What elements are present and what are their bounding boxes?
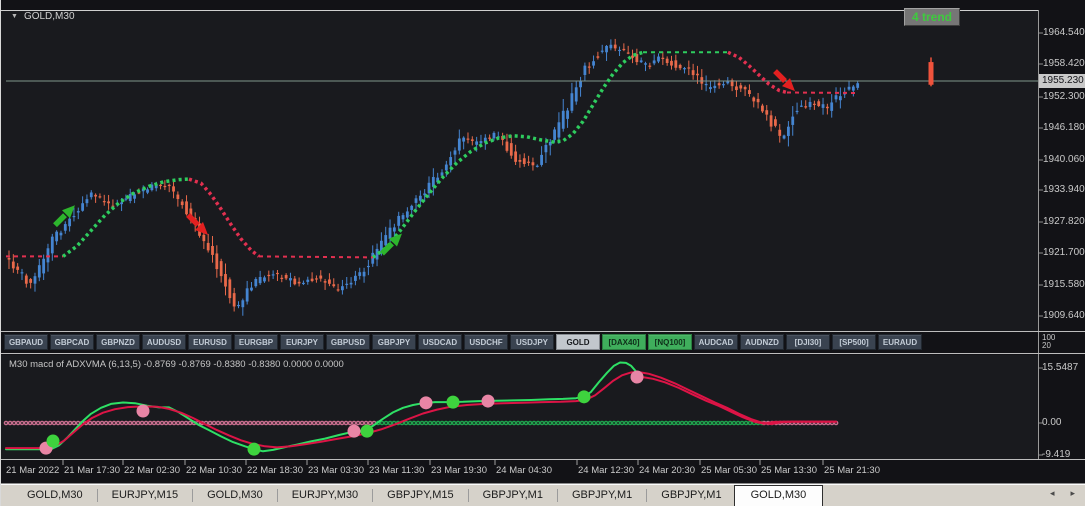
tab-separator xyxy=(646,489,648,502)
time-axis-label: 25 Mar 05:30 xyxy=(701,465,757,476)
chart-tab-gbpjpy-m1[interactable]: GBPJPY,M1 xyxy=(482,489,543,501)
chart-top-border xyxy=(1,10,1038,11)
tab-separator xyxy=(276,489,278,502)
symbol-tab-gbpaud[interactable]: GBPAUD xyxy=(4,334,48,350)
chart-symbol-timeframe: GOLD,M30 xyxy=(23,11,75,22)
chart-tab-eurjpy-m30[interactable]: EURJPY,M30 xyxy=(291,489,359,501)
price-axis-label: 1946.180 xyxy=(1043,122,1085,133)
indicator-axis-label: 0.00 xyxy=(1042,417,1062,428)
symbol-tab-eurusd[interactable]: EURUSD xyxy=(188,334,232,350)
indicator-axis-label: -9.419 xyxy=(1042,449,1071,460)
tab-separator xyxy=(372,489,374,502)
chart-tab-gold-m30-active[interactable]: GOLD,M30 xyxy=(733,485,824,506)
chart-tab-gbpjpy-m1[interactable]: GBPJPY,M1 xyxy=(661,489,722,501)
symbol-tab-gbpcad[interactable]: GBPCAD xyxy=(50,334,94,350)
time-axis-label: 25 Mar 21:30 xyxy=(824,465,880,476)
symbol-tab-eurjpy[interactable]: EURJPY xyxy=(280,334,324,350)
symbol-tab-sp500[interactable]: [SP500] xyxy=(832,334,876,350)
tab-separator xyxy=(556,489,558,502)
price-axis-border xyxy=(1038,10,1039,459)
chart-tab-gold-m30[interactable]: GOLD,M30 xyxy=(27,489,83,501)
price-axis-label: 1964.540 xyxy=(1043,27,1085,38)
chart-tab-bar: GOLD,M30 EURJPY,M15 GOLD,M30 EURJPY,M30 GBPJ… xyxy=(1,483,1085,506)
indicator-label: M30 macd of ADXVMA (6,13,5) -0.8769 -0.8… xyxy=(9,359,344,370)
time-axis-label: 22 Mar 10:30 xyxy=(186,465,242,476)
symbol-tab-usdjpy[interactable]: USDJPY xyxy=(510,334,554,350)
separator-below-symbol-bar[interactable] xyxy=(1,353,1085,354)
symbol-tab-gbpusd[interactable]: GBPUSD xyxy=(326,334,370,350)
symbol-tab-audcad[interactable]: AUDCAD xyxy=(694,334,738,350)
symbol-tab-usdcad[interactable]: USDCAD xyxy=(418,334,462,350)
chart-tab-gold-m30[interactable]: GOLD,M30 xyxy=(207,489,263,501)
symbol-tab-euraud[interactable]: EURAUD xyxy=(878,334,922,350)
price-axis-label: 1958.420 xyxy=(1043,58,1085,69)
time-axis-label: 23 Mar 19:30 xyxy=(431,465,487,476)
separator-below-indicator[interactable] xyxy=(1,459,1085,460)
symbol-tab-gbpnzd[interactable]: GBPNZD xyxy=(96,334,140,350)
time-axis-label: 24 Mar 20:30 xyxy=(639,465,695,476)
chart-title: ▼ GOLD,M30 xyxy=(11,11,75,22)
price-axis-label: 1927.820 xyxy=(1043,216,1085,227)
indicator-subscale-label: 20 xyxy=(1042,341,1051,350)
symbol-tab-dax40[interactable]: [DAX40] xyxy=(602,334,646,350)
chart-tab-eurjpy-m15[interactable]: EURJPY,M15 xyxy=(111,489,179,501)
price-axis-label: 1933.940 xyxy=(1043,184,1085,195)
time-axis-label: 22 Mar 18:30 xyxy=(247,465,303,476)
time-axis-label: 24 Mar 04:30 xyxy=(496,465,552,476)
symbol-tab-bar: GBPAUD GBPCAD GBPNZD AUDUSD EURUSD EURGBP EURJ… xyxy=(4,334,922,350)
separator-above-symbol-bar xyxy=(1,331,1085,332)
chart-tab-gbpjpy-m1[interactable]: GBPJPY,M1 xyxy=(571,489,633,501)
time-axis-label: 22 Mar 02:30 xyxy=(124,465,180,476)
time-axis-label: 23 Mar 03:30 xyxy=(308,465,364,476)
price-axis-label: 1921.700 xyxy=(1043,247,1085,258)
time-axis-label: 21 Mar 17:30 xyxy=(64,465,120,476)
price-axis-label: 1909.640 xyxy=(1043,310,1085,321)
current-price-box: 1955.230 xyxy=(1039,74,1085,88)
time-axis-label: 21 Mar 2022 xyxy=(6,465,60,476)
chevron-down-icon[interactable]: ▼ xyxy=(11,13,18,20)
time-axis-label: 24 Mar 12:30 xyxy=(578,465,634,476)
trend-badge[interactable]: 4 trend xyxy=(904,8,960,26)
tab-scroll-buttons: ◂ ▸ xyxy=(1050,488,1075,499)
symbol-tab-gold[interactable]: GOLD xyxy=(556,334,600,350)
indicator-pane[interactable] xyxy=(1,355,1038,459)
symbol-tab-eurgbp[interactable]: EURGBP xyxy=(234,334,278,350)
tab-separator xyxy=(96,489,98,502)
price-axis-label: 1940.060 xyxy=(1043,154,1085,165)
symbol-tab-audnzd[interactable]: AUDNZD xyxy=(740,334,784,350)
indicator-axis-label: 15.5487 xyxy=(1042,362,1079,373)
scroll-left-icon[interactable]: ◂ xyxy=(1049,488,1055,498)
time-axis-label: 23 Mar 11:30 xyxy=(369,465,425,476)
time-axis-label: 25 Mar 13:30 xyxy=(761,465,817,476)
symbol-tab-gbpjpy[interactable]: GBPJPY xyxy=(372,334,416,350)
price-axis-label: 1915.580 xyxy=(1043,279,1085,290)
price-axis-label: 1952.300 xyxy=(1043,91,1085,102)
tab-separator xyxy=(467,489,469,502)
symbol-tab-dji30[interactable]: [DJI30] xyxy=(786,334,830,350)
chart-tab-gbpjpy-m15[interactable]: GBPJPY,M15 xyxy=(387,489,454,501)
scroll-right-icon[interactable]: ▸ xyxy=(1070,488,1075,498)
symbol-tab-nq100[interactable]: [NQ100] xyxy=(648,334,692,350)
indicator-subscale-label: 100 xyxy=(1042,333,1056,342)
symbol-tab-usdchf[interactable]: USDCHF xyxy=(464,334,508,350)
symbol-tab-audusd[interactable]: AUDUSD xyxy=(142,334,186,350)
tab-separator xyxy=(192,489,194,502)
main-chart-pane[interactable] xyxy=(1,10,1038,331)
